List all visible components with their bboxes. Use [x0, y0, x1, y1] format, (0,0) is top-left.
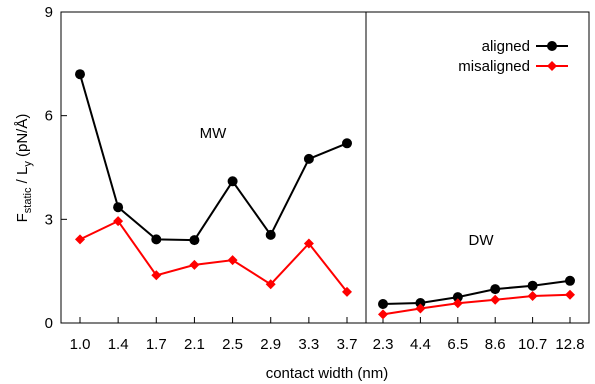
y-axis-title-sub2: y	[22, 161, 34, 167]
y-axis-title-sub: static	[22, 187, 34, 213]
series-line-misaligned-dw	[382, 293, 571, 316]
legend-marker-aligned	[547, 41, 557, 51]
data-point-aligned	[415, 298, 426, 308]
data-point-aligned	[342, 138, 352, 149]
x-tick-label: 1.0	[70, 336, 91, 353]
x-tick-label: 2.1	[184, 336, 205, 353]
axis-ticks: 0 3 6 9 1.0 1.4 1.7 2.1 2.5 2.9 3.3 3.7 2.3 4.4 6.5 8.6…	[45, 4, 585, 353]
data-point-aligned	[303, 153, 314, 164]
x-tick-label: 3.3	[298, 336, 319, 353]
data-point-aligned	[265, 229, 276, 240]
data-point-misaligned	[565, 289, 575, 300]
series-line-aligned-mw	[79, 73, 348, 242]
legend-label-aligned: aligned	[482, 38, 530, 55]
x-tick-label: 8.6	[485, 336, 506, 353]
data-point-aligned	[452, 292, 463, 303]
x-tick-label: 10.7	[518, 336, 547, 353]
data-point-misaligned	[189, 259, 200, 270]
y-tick-label: 6	[45, 108, 53, 125]
data-point-aligned	[75, 69, 85, 80]
series-misaligned	[75, 216, 575, 320]
data-point-aligned	[227, 176, 238, 187]
data-point-misaligned	[452, 298, 463, 309]
x-tick-label: 12.8	[555, 336, 584, 353]
data-point-misaligned	[265, 279, 276, 290]
x-tick-label: 1.4	[108, 336, 129, 353]
y-tick-label: 3	[45, 211, 53, 228]
x-tick-label: 6.5	[447, 336, 468, 353]
series-line-aligned-dw	[382, 279, 571, 305]
x-tick-label: 3.7	[337, 336, 358, 353]
data-point-aligned	[565, 275, 575, 286]
y-axis-title-unit: (pN/Å)	[14, 114, 31, 162]
data-point-misaligned	[490, 294, 501, 305]
x-tick-label: 2.5	[222, 336, 243, 353]
data-point-misaligned	[151, 270, 162, 281]
data-point-aligned	[490, 284, 501, 295]
series-aligned	[75, 69, 575, 309]
legend-label-misaligned: misaligned	[458, 58, 530, 75]
x-tick-label: 2.3	[373, 336, 394, 353]
x-tick-label: 2.9	[260, 336, 281, 353]
panel-label-dw: DW	[469, 232, 495, 249]
legend: aligned misaligned	[458, 38, 568, 75]
data-point-misaligned	[527, 291, 538, 301]
plot-border	[60, 11, 590, 324]
data-point-aligned	[151, 234, 162, 245]
y-tick-label: 9	[45, 4, 53, 21]
y-tick-label: 0	[45, 315, 53, 332]
x-axis-title: contact width (nm)	[266, 365, 389, 382]
legend-marker-misaligned	[547, 61, 557, 71]
y-axis-title-mid: / L	[14, 167, 31, 188]
plot-frame	[60, 11, 590, 324]
x-tick-label: 1.7	[146, 336, 167, 353]
data-point-aligned	[113, 202, 124, 213]
data-point-misaligned	[75, 234, 85, 245]
data-point-misaligned	[303, 238, 314, 249]
data-point-misaligned	[113, 216, 124, 227]
data-point-misaligned	[378, 309, 388, 320]
panel-label-mw: MW	[200, 125, 227, 142]
series-group	[75, 69, 575, 320]
data-point-misaligned	[227, 255, 238, 266]
series-line-misaligned-mw	[79, 219, 348, 293]
x-tick-label: 4.4	[410, 336, 431, 353]
y-axis-title-main: F	[14, 213, 31, 222]
data-point-misaligned	[415, 303, 426, 314]
data-point-aligned	[527, 280, 538, 291]
data-point-aligned	[378, 299, 388, 309]
y-axis-title: Fstatic / Ly (pN/Å)	[14, 114, 34, 223]
data-point-misaligned	[342, 286, 352, 297]
data-point-aligned	[189, 235, 200, 246]
